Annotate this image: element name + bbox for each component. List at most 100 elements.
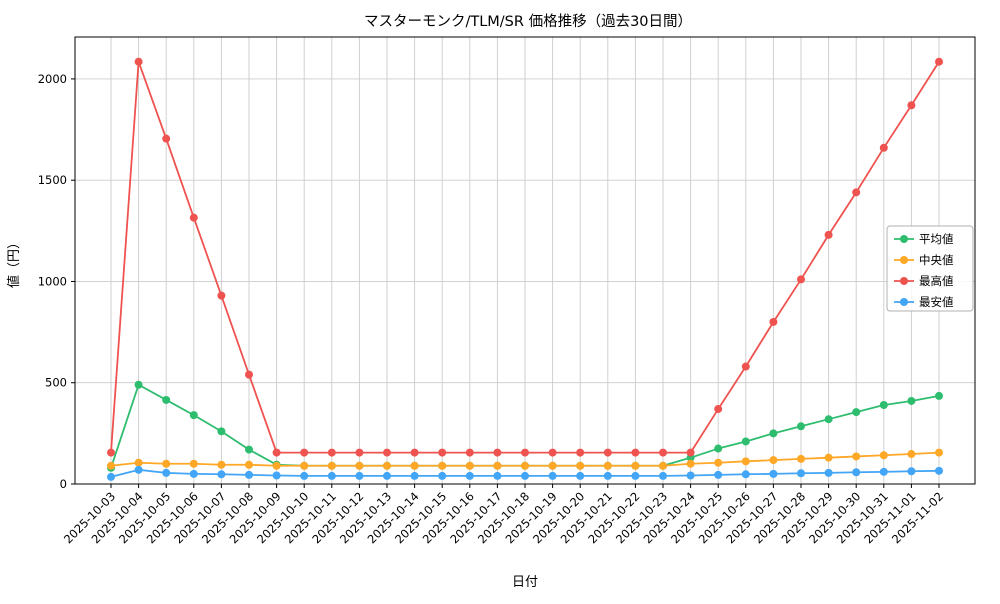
series-lowest-point [493, 471, 502, 480]
series-highest-point [576, 448, 585, 457]
series-highest-point [686, 448, 695, 457]
series-median-point [383, 461, 391, 470]
series-highest-point [907, 101, 916, 110]
series-highest-point [245, 370, 253, 379]
series-median-point [217, 460, 226, 469]
series-highest-point [741, 362, 750, 371]
series-average-point [769, 429, 778, 438]
series-highest-point [162, 134, 171, 143]
series-lowest-point [383, 471, 391, 480]
series-highest-point [493, 448, 502, 457]
y-tick-label: 0 [60, 477, 67, 491]
series-median-point [245, 460, 253, 469]
series-lowest-point [576, 471, 585, 480]
x-axis-label: 日付 [512, 575, 538, 590]
series-median-point [935, 448, 943, 457]
legend-marker-lowest [900, 298, 908, 306]
tick-labels: 05001000150020002025-10-032025-10-042025… [38, 72, 946, 546]
series-median-point [686, 459, 695, 468]
series-median-point [465, 461, 474, 470]
series-highest-point [852, 188, 861, 197]
series-highest-point [769, 317, 778, 326]
series-median-point [576, 461, 585, 470]
legend-box [886, 225, 974, 312]
series-median-point [272, 461, 281, 470]
series-median-point [631, 461, 640, 470]
series-median-point [493, 461, 502, 470]
series-highest-point [410, 448, 419, 457]
series-highest-point [383, 448, 391, 457]
series-lowest-point [686, 471, 695, 480]
series-median-point [521, 461, 529, 470]
series-lowest-point [797, 469, 805, 478]
series-average-point [189, 411, 198, 420]
data-series [107, 57, 943, 481]
series-median-point [355, 461, 364, 470]
series-lowest-point [355, 471, 364, 480]
series-median-point [327, 461, 336, 470]
legend-marker-highest [900, 277, 908, 285]
series-lowest-point [272, 471, 281, 480]
series-average-point [935, 391, 943, 400]
series-average-point [879, 401, 888, 410]
series-highest-point [935, 57, 943, 66]
series-highest-point [189, 213, 198, 222]
series-highest-point [659, 448, 667, 457]
series-median-point [852, 452, 861, 461]
series-lowest-point [631, 471, 640, 480]
series-highest-point [548, 448, 557, 457]
series-median-point [907, 450, 916, 459]
series-lowest-point [134, 465, 143, 474]
series-median-point [824, 453, 833, 462]
series-median-point [134, 458, 143, 467]
legend-marker-average [900, 235, 908, 243]
series-highest-point [355, 448, 364, 457]
axes [71, 36, 976, 488]
series-highest-point [217, 291, 226, 300]
series-average-point [824, 415, 833, 424]
series-median-point [797, 454, 805, 463]
series-lowest-point [852, 468, 861, 477]
series-lowest-point [879, 467, 888, 476]
series-lowest-point [769, 469, 778, 478]
series-average-point [907, 396, 916, 405]
series-lowest-point [438, 471, 447, 480]
series-average-point [714, 444, 723, 453]
series-median-point [714, 458, 723, 467]
series-lowest-point [935, 466, 943, 475]
y-tick-label: 2000 [38, 72, 67, 86]
series-average-point [797, 422, 805, 431]
series-highest-point [327, 448, 336, 457]
series-lowest-point [907, 467, 916, 476]
series-lowest-point [327, 471, 336, 480]
series-median-point [769, 456, 778, 465]
series-highest-point [272, 448, 281, 457]
series-median-point [603, 461, 612, 470]
series-highest-point [714, 405, 723, 414]
series-highest-point [465, 448, 474, 457]
series-average-point [134, 380, 143, 389]
series-lowest-point [741, 470, 750, 479]
series-median-point [300, 461, 309, 470]
series-median-point [438, 461, 447, 470]
series-median-point [410, 461, 419, 470]
series-lowest-point [189, 469, 198, 478]
series-lowest-point [465, 471, 474, 480]
series-highest-point [603, 448, 612, 457]
legend-label-average: 平均値 [919, 232, 954, 246]
series-lowest-point [300, 471, 309, 480]
series-average-point [852, 408, 861, 417]
series-highest [107, 57, 943, 457]
series-median-point [548, 461, 557, 470]
series-lowest-point [162, 468, 171, 477]
series-median-point [741, 457, 750, 466]
series-lowest-point [714, 470, 723, 479]
legend-label-lowest: 最安値 [919, 295, 954, 309]
series-highest-point [824, 230, 833, 239]
series-lowest-point [410, 471, 419, 480]
series-highest-point [300, 448, 309, 457]
y-axis-label: 値（円） [6, 236, 22, 288]
